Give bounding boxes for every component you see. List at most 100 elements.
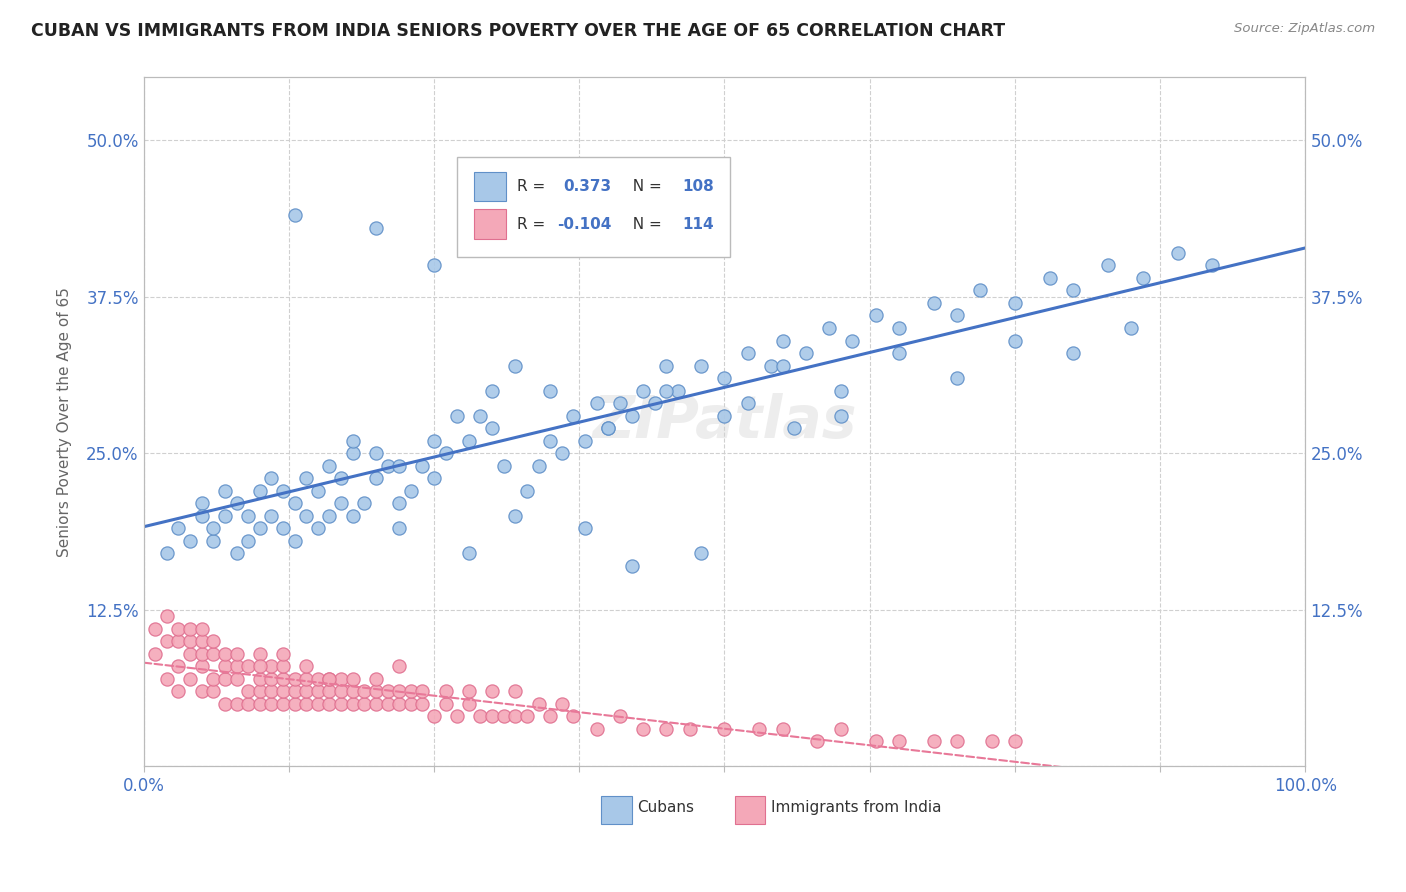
Point — [295, 684, 318, 698]
Point — [190, 659, 212, 673]
Point — [505, 709, 527, 723]
Point — [330, 496, 353, 510]
Point — [865, 309, 887, 323]
Point — [516, 483, 538, 498]
Point — [353, 496, 375, 510]
Point — [585, 722, 607, 736]
Point — [457, 434, 479, 448]
Point — [1004, 334, 1026, 348]
Point — [759, 359, 782, 373]
FancyBboxPatch shape — [457, 157, 730, 257]
Point — [631, 384, 654, 398]
Point — [249, 697, 271, 711]
Point — [364, 220, 387, 235]
Point — [772, 334, 794, 348]
Point — [620, 559, 643, 574]
Text: R =: R = — [516, 179, 550, 194]
Point — [190, 647, 212, 661]
Point — [772, 359, 794, 373]
Point — [585, 396, 607, 410]
Point — [1062, 284, 1084, 298]
Point — [295, 672, 318, 686]
Point — [551, 446, 574, 460]
Point — [143, 647, 166, 661]
Point — [1132, 271, 1154, 285]
Point — [295, 471, 318, 485]
Point — [364, 471, 387, 485]
Point — [284, 672, 307, 686]
Point — [1039, 271, 1062, 285]
Point — [214, 659, 236, 673]
Text: -0.104: -0.104 — [557, 217, 612, 232]
Point — [179, 634, 201, 648]
Point — [249, 483, 271, 498]
Y-axis label: Seniors Poverty Over the Age of 65: Seniors Poverty Over the Age of 65 — [58, 287, 72, 557]
Point — [353, 684, 375, 698]
Point — [330, 471, 353, 485]
Point — [1201, 258, 1223, 272]
Point — [598, 421, 620, 435]
Point — [457, 547, 479, 561]
Point — [713, 722, 735, 736]
Point — [527, 697, 550, 711]
Point — [156, 672, 179, 686]
Point — [457, 684, 479, 698]
Point — [562, 409, 585, 423]
Point — [260, 697, 283, 711]
Point — [516, 709, 538, 723]
Point — [236, 684, 259, 698]
Point — [505, 684, 527, 698]
Point — [260, 471, 283, 485]
Point — [330, 672, 353, 686]
Point — [179, 647, 201, 661]
FancyBboxPatch shape — [474, 172, 506, 202]
Point — [330, 684, 353, 698]
Point — [179, 533, 201, 548]
Point — [284, 496, 307, 510]
Point — [225, 672, 247, 686]
Point — [318, 458, 340, 473]
Point — [492, 458, 515, 473]
Point — [922, 296, 945, 310]
Point — [342, 508, 364, 523]
Point — [574, 434, 596, 448]
Point — [446, 709, 468, 723]
Point — [562, 709, 585, 723]
Point — [446, 409, 468, 423]
Point — [969, 284, 991, 298]
Point — [1004, 734, 1026, 748]
Point — [655, 359, 678, 373]
Point — [202, 634, 225, 648]
Point — [538, 709, 561, 723]
Point — [190, 508, 212, 523]
Point — [202, 647, 225, 661]
Point — [271, 672, 294, 686]
Point — [922, 734, 945, 748]
Point — [806, 734, 828, 748]
Text: Immigrants from India: Immigrants from India — [770, 800, 942, 815]
Point — [481, 208, 503, 222]
Point — [538, 384, 561, 398]
Point — [423, 709, 446, 723]
Point — [318, 508, 340, 523]
Text: 0.373: 0.373 — [562, 179, 612, 194]
Point — [434, 446, 457, 460]
Point — [167, 622, 190, 636]
Point — [179, 622, 201, 636]
Point — [214, 697, 236, 711]
Point — [423, 471, 446, 485]
Text: N =: N = — [623, 179, 666, 194]
Point — [156, 547, 179, 561]
Point — [225, 547, 247, 561]
Point — [307, 521, 329, 535]
Point — [342, 434, 364, 448]
Point — [167, 684, 190, 698]
Point — [980, 734, 1002, 748]
Point — [423, 434, 446, 448]
Point — [307, 697, 329, 711]
Point — [156, 634, 179, 648]
Point — [249, 672, 271, 686]
Point — [737, 396, 759, 410]
Point — [364, 684, 387, 698]
Point — [249, 659, 271, 673]
